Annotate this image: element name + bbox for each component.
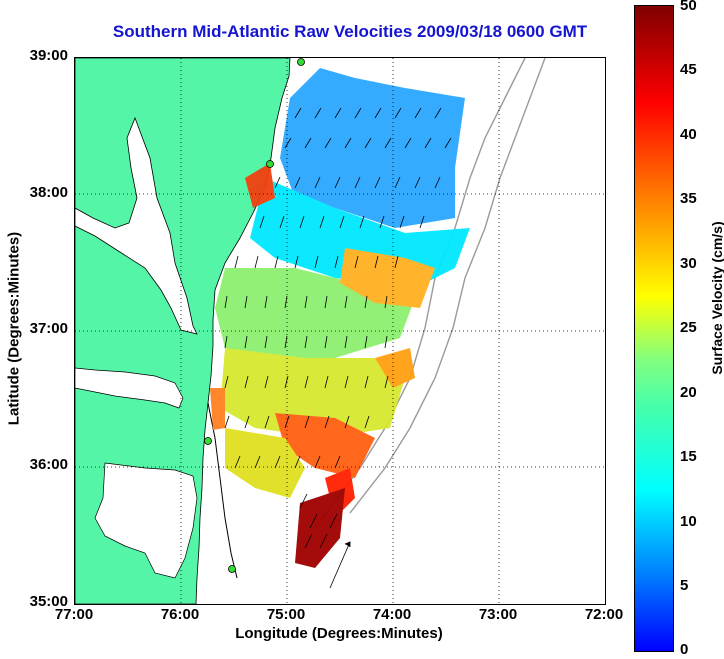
x-tick-label: 73:00 (478, 606, 518, 623)
velocity-arrows (224, 107, 452, 589)
x-tick-label: 74:00 (372, 606, 412, 623)
map-title: Southern Mid-Atlantic Raw Velocities 200… (112, 22, 588, 41)
colorbar-tick: 30 (680, 255, 697, 272)
bay-water (75, 116, 198, 335)
radar-site-marker (266, 160, 274, 168)
colorbar-label: Surface Velocity (cm/s) (709, 221, 724, 375)
x-tick-label: 75:00 (266, 606, 306, 623)
y-tick-label: 37:00 (29, 320, 68, 337)
colorbar-tick: 35 (680, 190, 697, 207)
grid-lines (75, 58, 605, 604)
colorbar-tick: 10 (680, 513, 697, 530)
x-tick-label: 76:00 (160, 606, 200, 623)
barrier-island (207, 402, 238, 579)
map-plot-area[interactable] (74, 57, 606, 605)
bay-water (75, 367, 184, 409)
radar-site-marker (228, 565, 236, 573)
bathymetry-contour (349, 58, 546, 514)
y-tick-label: 39:00 (29, 47, 68, 64)
colorbar-tick: 25 (680, 319, 697, 336)
colorbar (634, 5, 674, 652)
colorbar-tick: 45 (680, 61, 697, 78)
y-tick-label: 35:00 (29, 593, 68, 610)
colorbar-tick: 50 (680, 0, 697, 14)
y-tick-label: 38:00 (29, 184, 68, 201)
velocity-field (210, 68, 470, 568)
colorbar-tick: 15 (680, 448, 697, 465)
colorbar-tick: 5 (680, 577, 689, 594)
radar-site-marker (297, 58, 305, 66)
y-tick-label: 36:00 (29, 456, 68, 473)
y-axis-label: Latitude (Degrees:Minutes) (5, 231, 23, 426)
x-axis-label: Longitude (Degrees:Minutes) (235, 625, 443, 642)
x-tick-label: 77:00 (54, 606, 94, 623)
radar-site-marker (204, 437, 212, 445)
colorbar-tick: 40 (680, 126, 697, 143)
x-tick-label: 72:00 (584, 606, 624, 623)
colorbar-tick: 20 (680, 384, 697, 401)
map-canvas (75, 58, 605, 604)
sound-water (94, 462, 198, 579)
colorbar-tick: 0 (680, 641, 689, 658)
